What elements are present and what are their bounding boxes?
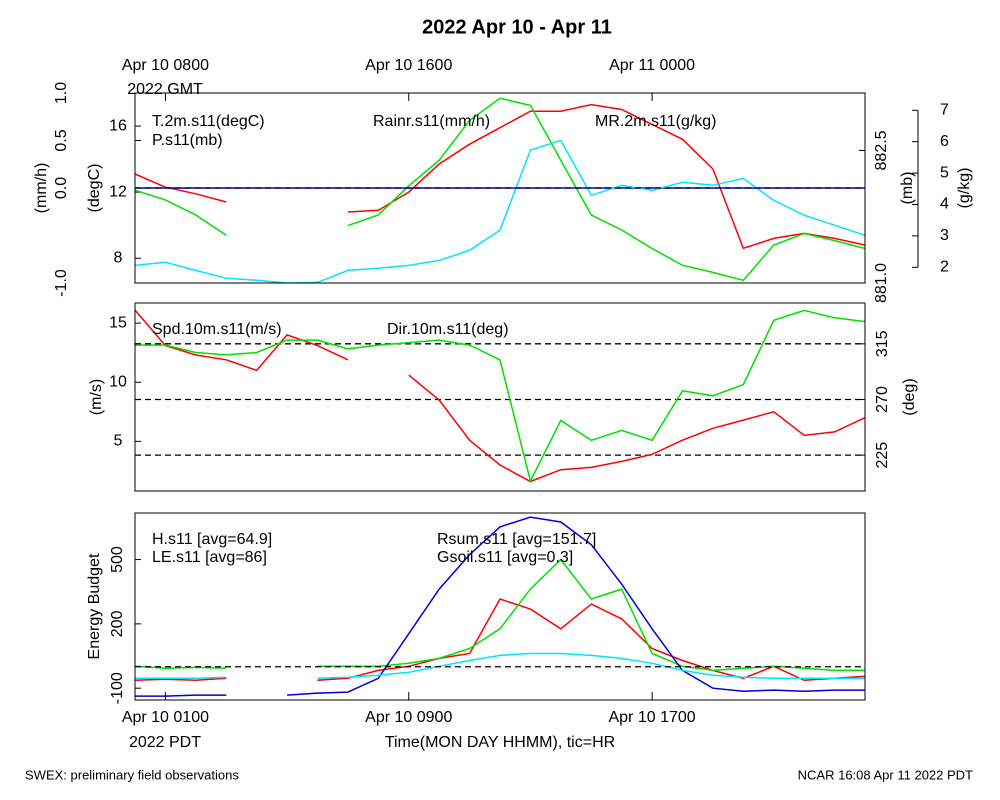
y-tick-label: 16	[109, 117, 127, 134]
y-tick-label: 6	[940, 133, 949, 150]
y-tick-label: 4	[940, 196, 949, 213]
y-tick-label: 5	[114, 433, 123, 450]
series-line	[135, 516, 865, 697]
plot-frame	[134, 512, 866, 701]
legend-entry: H.s11 [avg=64.9]	[152, 531, 272, 548]
legend-entry: LE.s11 [avg=86]	[152, 549, 267, 566]
axis-label: Energy Budget	[86, 553, 103, 659]
legend-entry: T.2m.s11(degC)	[152, 113, 265, 130]
x-tick-label: Apr 10 1600	[365, 57, 452, 74]
legend-entry: Dir.10m.s11(deg)	[387, 321, 509, 338]
footer-right: NCAR 16:08 Apr 11 2022 PDT	[798, 767, 973, 782]
axis-label: (mb)	[899, 172, 916, 205]
x-note: 2022 PDT	[129, 734, 201, 751]
y-tick-label: 882.5	[873, 130, 890, 170]
y-tick-label: 500	[109, 546, 126, 573]
y-tick-label: 1.0	[53, 82, 70, 104]
legend-entry: Gsoil.s11 [avg=0.3]	[437, 549, 573, 566]
x-tick-label: Apr 10 0900	[365, 709, 452, 726]
legend-entry: Spd.10m.s11(m/s)	[152, 321, 282, 338]
axis-label: (mm/h)	[33, 163, 50, 214]
axis-label: (deg)	[901, 378, 918, 415]
legend-entry: Rsum.s11 [avg=151.7]	[437, 531, 596, 548]
legend-entry: P.s11(mb)	[152, 132, 223, 149]
y-tick-label: 3	[940, 227, 949, 244]
y-tick-label: 5	[940, 164, 949, 181]
series-line	[135, 652, 865, 680]
y-tick-label: 881.0	[873, 263, 890, 303]
legend-entry: MR.2m.s11(g/kg)	[595, 113, 717, 130]
y-tick-label: -1.0	[53, 269, 70, 297]
y-tick-label: 15	[109, 314, 127, 331]
legend-entry: Rainr.s11(mm/h)	[373, 113, 490, 130]
x-tick-label: Apr 10 0800	[122, 57, 209, 74]
y-tick-label: 270	[874, 386, 891, 413]
series-line	[135, 103, 865, 250]
y-tick-label: 315	[874, 330, 891, 357]
axis-label: (g/kg)	[956, 168, 973, 209]
y-tick-label: -100	[109, 672, 126, 704]
x-note: 2022 GMT	[127, 81, 203, 98]
axis-label: (degC)	[86, 164, 103, 213]
x-tick-label: Apr 10 1700	[608, 709, 695, 726]
y-tick-label: 0.5	[53, 129, 70, 151]
y-tick-label: 7	[940, 101, 949, 118]
y-tick-label: 200	[109, 610, 126, 637]
chart-title: 2022 Apr 10 - Apr 11	[422, 16, 612, 38]
x-tick-label: Apr 11 0000	[609, 57, 695, 74]
series-line	[135, 309, 865, 484]
y-tick-label: 2	[940, 259, 949, 276]
x-axis-label: Time(MON DAY HHMM), tic=HR	[385, 734, 615, 751]
y-tick-label: 0.0	[53, 177, 70, 199]
y-tick-label: 12	[109, 183, 127, 200]
y-tick-label: 8	[114, 249, 123, 266]
footer-left: SWEX: preliminary field observations	[25, 767, 239, 782]
series-line	[135, 309, 865, 483]
axis-label: (m/s)	[88, 379, 105, 415]
x-tick-label: Apr 10 0100	[122, 709, 209, 726]
y-tick-label: 10	[109, 373, 127, 390]
series-line	[135, 97, 865, 282]
y-tick-label: 225	[874, 442, 891, 469]
plot-frame	[134, 92, 866, 284]
plot-frame	[134, 302, 866, 492]
series-line	[135, 139, 865, 283]
